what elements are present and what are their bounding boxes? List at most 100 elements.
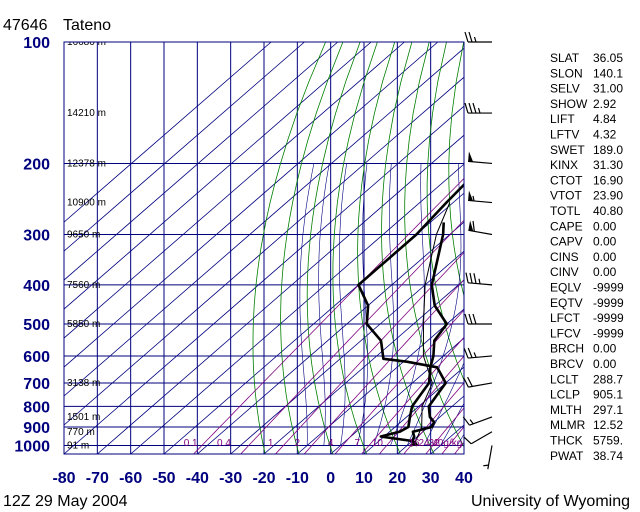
height-label: 7560 m [67, 280, 100, 291]
index-name: VTOT [550, 189, 582, 203]
wind-barb [468, 151, 493, 165]
moist-adiabat-10 [373, 163, 394, 446]
moist-adiabat-0 [339, 163, 347, 446]
mixing-ratio-label: 0.1 [184, 438, 198, 449]
index-value: -9999 [593, 296, 624, 310]
wind-barb-flag [469, 272, 473, 284]
temperature-tick: 40 [455, 470, 473, 487]
index-value: 0.00 [593, 219, 617, 233]
wind-barb-flag [464, 313, 469, 325]
index-name: BRCH [550, 342, 584, 356]
index-value: 16.90 [593, 173, 623, 187]
temperature-tick: -40 [186, 470, 209, 487]
wind-barb-flag [473, 273, 477, 284]
moist-adiabat-30 [440, 402, 464, 446]
isotherm--40 [197, 221, 464, 454]
index-name: PWAT [550, 449, 584, 463]
isotherm--90 [64, 76, 464, 426]
height-label: 5850 m [67, 319, 100, 330]
index-value: 0.00 [593, 250, 617, 264]
dry-adiabat-430 [636, 42, 640, 454]
wind-barb-halfflag [472, 195, 475, 202]
index-value: 288.7 [593, 372, 623, 386]
wind-barb-flag [464, 31, 469, 43]
height-label: 9650 m [67, 229, 100, 240]
index-value: 31.30 [593, 158, 623, 172]
isotherm--100 [64, 47, 464, 397]
index-name: SELV [550, 82, 580, 96]
index-name: THCK [550, 434, 583, 448]
wind-barb [468, 190, 493, 204]
isotherm--80 [64, 105, 464, 454]
wind-barb-staff [468, 229, 493, 236]
wind-barb-flag [472, 313, 477, 325]
index-name: LFTV [550, 128, 579, 142]
plot-area: 16680 m 14210 m 12378 m 10900 m 9650 m 7560 m… [64, 42, 640, 454]
isotherm--60 [130, 163, 464, 454]
vertical-grid [64, 42, 464, 454]
index-name: LFCT [550, 311, 581, 325]
temperature-tick: -10 [286, 470, 309, 487]
mixing-ratio-label: 40g/kg [432, 438, 462, 449]
isotherm--20 [263, 279, 464, 454]
index-name: LIFT [550, 112, 575, 126]
wind-barb-flag [463, 377, 469, 388]
wind-barb-halfflag [473, 36, 477, 43]
dry-adiabat-290 [357, 42, 401, 454]
wind-barb-flag [472, 220, 475, 232]
sounding-profiles [357, 182, 464, 447]
dry-adiabat-270 [306, 42, 361, 454]
index-value: 0.00 [593, 342, 617, 356]
wind-barb-staff [468, 160, 493, 165]
index-name: KINX [550, 158, 578, 172]
index-value: 905.1 [593, 388, 623, 402]
wind-barb-pennant [468, 190, 474, 201]
wind-barb [463, 347, 493, 359]
isotherm--10 [297, 308, 464, 454]
wind-barb-flag [463, 348, 469, 359]
moist-adiabat-25 [423, 362, 464, 446]
mixing-line-0.4 [240, 219, 464, 454]
wind-barb [464, 31, 492, 43]
wind-barb-halfflag [477, 107, 481, 114]
mixing-line-10 [379, 355, 464, 454]
index-value: -9999 [593, 326, 624, 340]
moist-adiabat--5 [318, 163, 330, 446]
mixing-line-24 [425, 407, 464, 454]
index-name: SLAT [550, 51, 580, 65]
wind-barb-halfflag [478, 278, 481, 284]
temperature-tick: -60 [119, 470, 142, 487]
index-name: SWET [550, 143, 585, 157]
mixing-ratio-label: 24 [418, 438, 430, 449]
isotherm--160 [64, 42, 272, 223]
index-value: -9999 [593, 281, 624, 295]
index-name: EQTV [550, 296, 583, 310]
wind-barb [468, 220, 493, 236]
height-label: 1501 m [67, 412, 100, 423]
wind-barb-flag [467, 376, 473, 387]
wind-barb-staff [470, 431, 493, 445]
isotherm--130 [64, 42, 372, 310]
pressure-label: 900 [23, 420, 50, 437]
temperature-tick: 30 [422, 470, 440, 487]
index-value: 38.74 [593, 449, 623, 463]
isotherm--30 [230, 250, 464, 454]
index-value: 189.0 [593, 143, 623, 157]
wind-barb [464, 313, 492, 325]
temperature-tick: 20 [388, 470, 406, 487]
mixing-ratio-label: 7 [355, 438, 361, 449]
height-label: 3138 m [67, 378, 100, 389]
mixing-ratio-label: 4 [328, 438, 334, 449]
moist-adiabat-5 [356, 163, 368, 446]
mixing-ratio-label: 2 [295, 438, 301, 449]
wind-barb-flag [468, 102, 473, 114]
pressure-label: 100 [23, 35, 50, 52]
index-value: 23.90 [593, 189, 623, 203]
wind-barb-flag [472, 102, 477, 114]
height-label: 12378 m [67, 158, 106, 169]
pressure-label: 600 [23, 349, 50, 366]
isotherm--150 [64, 42, 305, 252]
